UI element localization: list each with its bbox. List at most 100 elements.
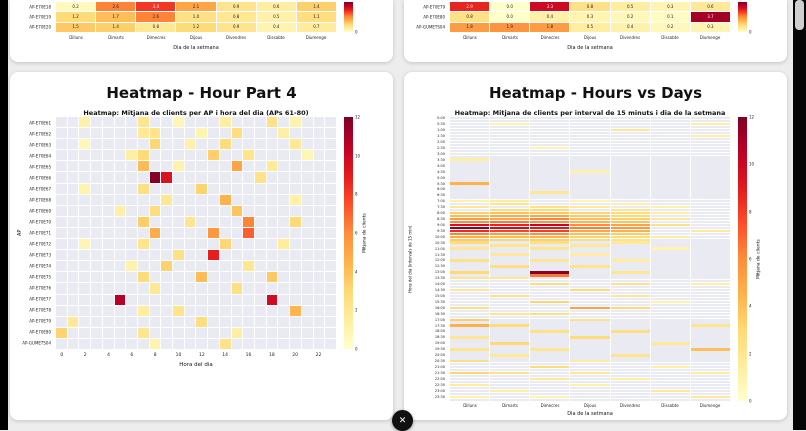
- heatmap-cell: [530, 164, 570, 167]
- heatmap-cell: [266, 216, 278, 227]
- heatmap-cell: [570, 297, 610, 301]
- heatmap-cell: [278, 183, 290, 194]
- heatmap-cell: [570, 164, 610, 167]
- heatmap-cell: [650, 377, 690, 381]
- heatmap-cell: [67, 205, 79, 216]
- tick-label: Dijous: [583, 403, 597, 408]
- heatmap-cell: [610, 265, 650, 268]
- heatmap-cell: [56, 150, 67, 161]
- heatmap-cell: [161, 305, 173, 316]
- heatmap-cell: [450, 324, 490, 327]
- tick-label: Dimecres: [540, 403, 560, 408]
- tick-label: 6:30: [437, 193, 445, 198]
- heatmap-cell: [243, 183, 255, 194]
- heatmap-cell: [137, 261, 149, 272]
- heatmap-hours-vs-days: Heatmap: Mitjana de clients per interval…: [404, 72, 787, 420]
- heatmap-cell: [325, 338, 336, 349]
- heatmap-cell: [91, 305, 102, 316]
- heatmap-cell: [490, 128, 530, 132]
- tick-label: 8:00: [437, 211, 445, 216]
- heatmap-cell: [530, 179, 570, 182]
- heatmap-cell: 0.9: [216, 22, 256, 32]
- scrollbar-track[interactable]: [793, 0, 806, 430]
- tick-label: 9:00: [437, 222, 445, 227]
- heatmap-cell: [79, 205, 91, 216]
- heatmap-cell: [650, 250, 690, 253]
- heatmap-cell: [290, 239, 301, 250]
- heatmap-cell: [530, 271, 570, 274]
- tick-label: Dilluns: [463, 35, 477, 40]
- heatmap-cell: [610, 134, 650, 138]
- heatmap-cell: [102, 205, 114, 216]
- heatmap-cell: [490, 250, 530, 253]
- heatmap-cell: [313, 139, 325, 150]
- heatmap-cell: [610, 137, 650, 141]
- heatmap-cell: [610, 315, 650, 319]
- heatmap-cell: [530, 244, 570, 247]
- scrollbar-thumb[interactable]: [795, 0, 804, 30]
- heatmap-cell: [102, 117, 114, 128]
- heatmap-cell: [650, 134, 690, 138]
- heatmap-cell: [161, 150, 173, 161]
- heatmap-cell: [450, 398, 490, 401]
- heatmap-cell: [530, 294, 570, 298]
- heatmap-cell: [610, 122, 650, 126]
- heatmap-cell: [67, 128, 79, 139]
- heatmap-cell: [266, 183, 278, 194]
- heatmap-cell: [690, 374, 730, 378]
- heatmap-cell: [208, 250, 219, 261]
- heatmap-cell: [79, 117, 91, 128]
- heatmap-cell: [530, 330, 570, 333]
- heatmap-cell: [690, 232, 730, 236]
- heatmap-cell: [690, 389, 730, 393]
- heatmap-cell: [690, 185, 730, 188]
- heatmap-cell: [450, 205, 490, 209]
- tick-label: Dilluns: [69, 35, 83, 40]
- heatmap-cell: [208, 139, 219, 150]
- heatmap-cell: [490, 342, 530, 345]
- heatmap-cell: [325, 172, 336, 183]
- heatmap-cell: [243, 205, 255, 216]
- tick-label: 10: [175, 353, 182, 358]
- tick-label: 16:30: [434, 311, 445, 316]
- tick-label: AP-E70E79: [29, 318, 51, 324]
- colorbar-tick-label: 6: [749, 256, 752, 262]
- heatmap-cell: [690, 173, 730, 176]
- heatmap-cell: [530, 259, 570, 262]
- heatmap-cell: 0.5: [610, 2, 650, 12]
- heatmap-cell: [325, 128, 336, 139]
- heatmap-cell: [91, 183, 102, 194]
- heatmap-cell: [173, 128, 184, 139]
- tick-label: Divendres: [225, 35, 247, 40]
- tick-label: Dissabte: [267, 35, 285, 40]
- heatmap-cell: 1.7: [96, 12, 136, 22]
- heatmap-cell: [325, 272, 336, 283]
- colorbar-tick-label: 8: [749, 209, 752, 215]
- tick-label: AP-GUMETS04: [22, 340, 51, 346]
- heatmap-cell: [490, 185, 530, 188]
- heatmap-cell: [570, 188, 610, 191]
- heatmap-cell: [255, 194, 266, 205]
- heatmap-cell: [290, 250, 301, 261]
- heatmap-cell: [67, 227, 79, 239]
- heatmap-cell: [149, 128, 161, 139]
- heatmap-cell: [690, 250, 730, 253]
- heatmap-cell: [610, 333, 650, 336]
- heatmap-cell: [290, 150, 301, 161]
- heatmap-cell: [313, 283, 325, 294]
- heatmap-cell: [450, 199, 490, 203]
- heatmap-cell: [490, 170, 530, 173]
- fab-close-button[interactable]: ✕: [392, 410, 413, 431]
- heatmap-cell: [126, 239, 137, 250]
- tick-label: 4:00: [437, 163, 445, 168]
- heatmap-cell: [114, 272, 126, 283]
- heatmap-cell: [650, 205, 690, 209]
- heatmap-cell: [161, 338, 173, 349]
- heatmap-cell: [173, 194, 184, 205]
- heatmap-cell: [126, 227, 137, 239]
- heatmap-cell: [530, 182, 570, 185]
- heatmap-cell: [301, 283, 313, 294]
- heatmap-cell: [530, 134, 570, 138]
- heatmap-cell: [450, 250, 490, 253]
- heatmap-cell: [301, 183, 313, 194]
